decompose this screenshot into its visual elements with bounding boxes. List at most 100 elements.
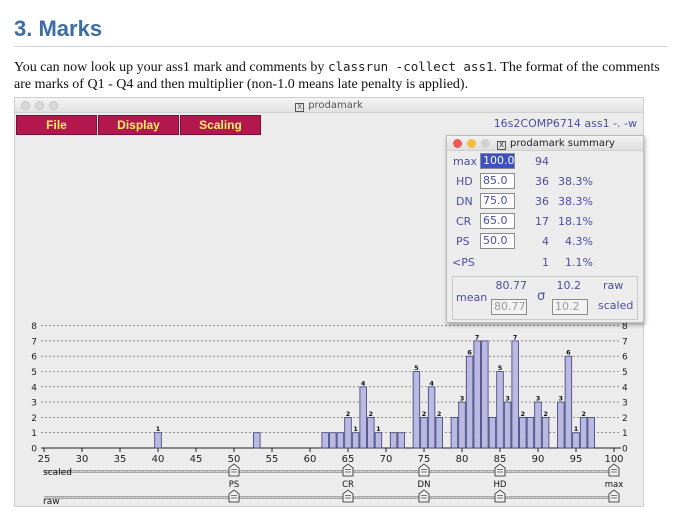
x-tick-label: 65 — [342, 454, 355, 465]
dn-input[interactable]: 75.0 — [480, 193, 515, 209]
bar-data-label: 3 — [505, 395, 510, 403]
marker-label-ps: PS — [229, 480, 240, 490]
menu-file[interactable]: File — [16, 115, 97, 135]
window-title: prodamark — [308, 100, 363, 111]
x-tick-label: 55 — [266, 454, 279, 465]
marker-handle-hd[interactable] — [494, 489, 506, 503]
histogram-bar — [465, 355, 474, 449]
y-tick-label-left: 5 — [31, 368, 37, 378]
summary-title: prodamark summary — [510, 138, 615, 149]
bar-data-label: 2 — [581, 410, 586, 418]
minimize-button[interactable] — [35, 101, 44, 110]
summary-close-button[interactable] — [453, 139, 462, 148]
histogram-bar — [519, 416, 527, 449]
marker-handle-ps[interactable] — [228, 463, 240, 477]
mean-raw-value: 80.77 — [495, 279, 528, 292]
bar-data-label: 7 — [513, 333, 518, 341]
histogram-bar — [587, 416, 595, 449]
bar-data-label: 7 — [475, 333, 480, 341]
scaled-label: scaled — [598, 299, 634, 312]
x-tick-label: 30 — [76, 454, 89, 465]
y-tick-label-left: 1 — [31, 429, 37, 439]
close-button[interactable] — [21, 101, 30, 110]
histogram-bar — [572, 432, 580, 449]
marker-handle-cr[interactable] — [342, 463, 354, 477]
page-heading: 3. Marks — [14, 16, 103, 41]
y-tick-label-left: 8 — [31, 322, 37, 332]
row-dn-label: DN — [456, 195, 473, 208]
x-tick-label: 100 — [604, 454, 623, 465]
histogram-bar — [541, 416, 550, 449]
marker-handle-max[interactable] — [608, 463, 620, 477]
bar-data-label: 1 — [376, 425, 381, 433]
marker-handle-hd[interactable] — [494, 463, 506, 477]
x-tick-label: 50 — [228, 454, 241, 465]
bar-data-label: 3 — [536, 395, 541, 403]
histogram-bar — [564, 355, 573, 449]
summary-zoom-button[interactable] — [481, 139, 490, 148]
bar-data-label: 3 — [559, 395, 564, 403]
row-ps-label: PS — [456, 235, 470, 248]
mean-scaled-input[interactable]: 80.77 — [491, 299, 527, 315]
marker-handle-ps[interactable] — [228, 489, 240, 503]
bar-data-label: 2 — [543, 410, 548, 418]
x-tick-label: 90 — [532, 454, 545, 465]
histogram-bar — [351, 432, 360, 449]
x-tick-label: 75 — [418, 454, 431, 465]
marker-handle-dn[interactable] — [418, 463, 430, 477]
histogram-bar — [481, 340, 489, 449]
y-tick-label-right: 3 — [622, 399, 628, 409]
hd-input[interactable]: 85.0 — [480, 173, 515, 189]
row-hd-label: HD — [456, 175, 473, 188]
marker-handle-max[interactable] — [608, 489, 620, 503]
max-input[interactable]: 100.0 — [480, 153, 515, 169]
histogram-bar — [534, 401, 542, 449]
bar-data-label: 2 — [369, 410, 374, 418]
x-tick-label: 35 — [114, 454, 127, 465]
scaled-slider-label: scaled — [43, 468, 72, 478]
row-max-label: max — [453, 155, 477, 168]
histogram-bar — [473, 340, 481, 449]
histogram-bar — [420, 416, 428, 449]
histogram-bar — [503, 401, 512, 449]
bar-data-label: 2 — [346, 410, 351, 418]
histogram-bar — [427, 386, 436, 449]
cr-input[interactable]: 65.0 — [480, 213, 515, 229]
histogram-bar — [412, 371, 421, 449]
y-tick-label-right: 7 — [622, 337, 628, 347]
histogram-bar — [154, 432, 162, 449]
histogram-bar — [496, 371, 504, 449]
bar-data-label: 1 — [156, 425, 161, 433]
bar-data-label: 5 — [498, 364, 503, 372]
bar-data-label: 4 — [361, 379, 366, 387]
y-tick-label-right: 2 — [622, 414, 628, 424]
course-label: 16s2COMP6714 ass1 -. -w — [493, 117, 637, 130]
menu-display[interactable]: Display — [98, 115, 179, 135]
histogram-bar — [321, 432, 329, 449]
row-below-ps-label: <PS — [452, 256, 475, 269]
marker-handle-cr[interactable] — [342, 489, 354, 503]
x-tick-label: 40 — [152, 454, 165, 465]
marker-handle-dn[interactable] — [418, 489, 430, 503]
sigma-scaled-input[interactable]: 10.2 — [552, 299, 588, 315]
y-tick-label-left: 2 — [31, 414, 37, 424]
histogram-bar — [389, 432, 398, 449]
summary-minimize-button[interactable] — [467, 139, 476, 148]
sigma-raw-value: 10.2 — [556, 279, 582, 292]
menu-scaling[interactable]: Scaling — [180, 115, 261, 135]
y-tick-label-left: 6 — [31, 353, 37, 363]
marker-label-cr: CR — [342, 480, 354, 490]
command-code: classrun -collect ass1 — [327, 59, 494, 74]
raw-label: raw — [603, 279, 624, 292]
y-tick-label-right: 1 — [622, 429, 628, 439]
row-cr-label: CR — [456, 215, 472, 228]
bar-data-label: 1 — [353, 425, 358, 433]
zoom-button[interactable] — [49, 101, 58, 110]
histogram-bar — [367, 416, 375, 449]
ps-input[interactable]: 50.0 — [480, 233, 515, 249]
